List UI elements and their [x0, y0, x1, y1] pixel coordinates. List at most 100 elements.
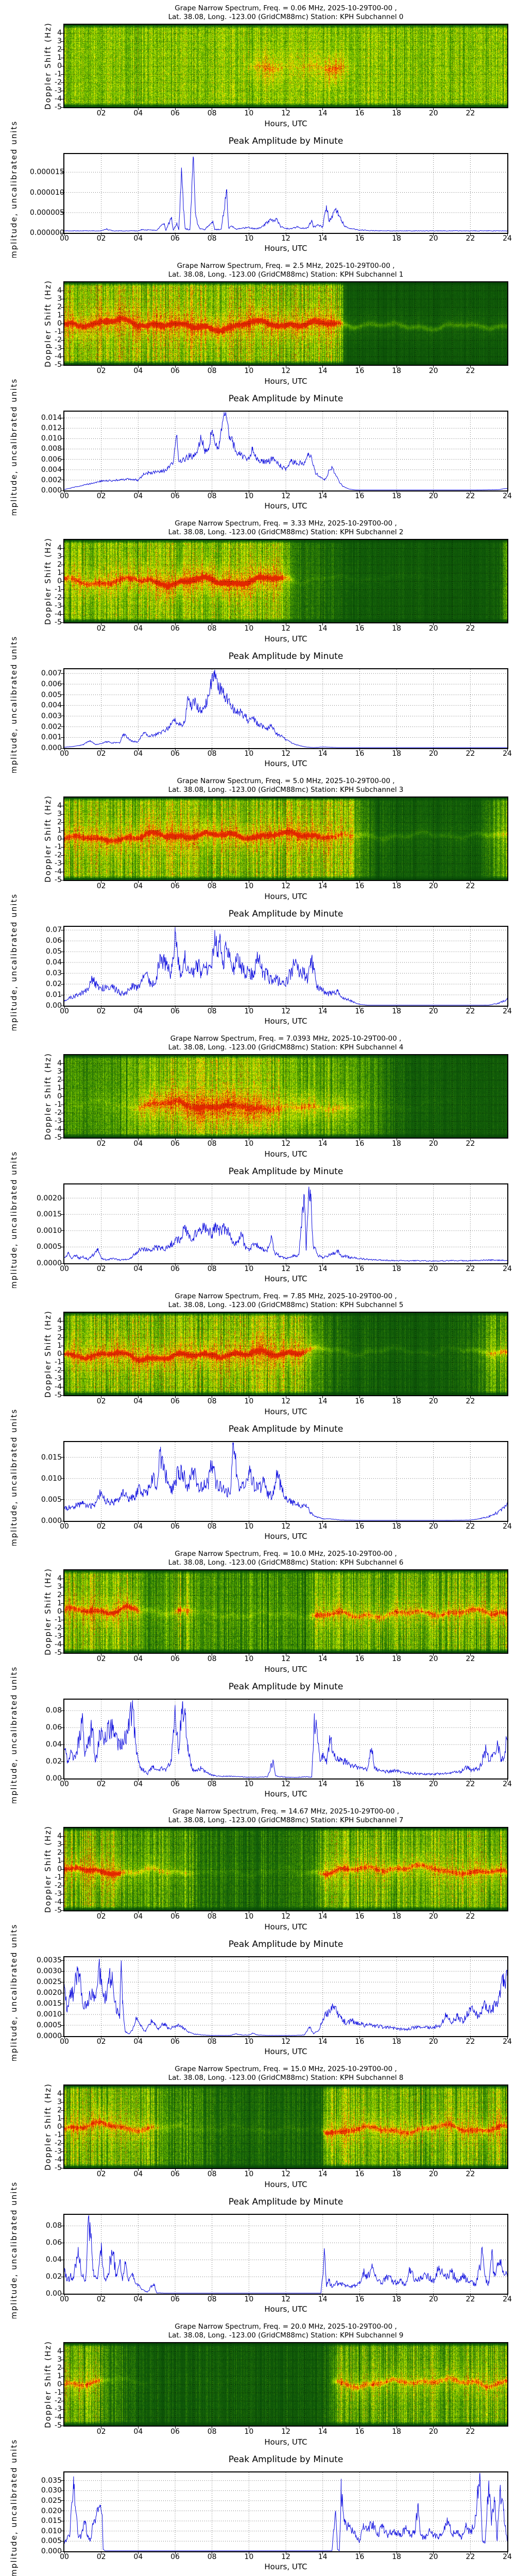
- doppler-tick-label: -4: [55, 610, 62, 618]
- hour-tick-label: 04: [133, 882, 143, 890]
- hour-tick-mark: [138, 233, 139, 236]
- doppler-tick-label: 0: [57, 1350, 62, 1358]
- hour-tick-label: 22: [466, 750, 475, 758]
- hour-tick-mark: [175, 2168, 176, 2171]
- amplitude-tick-label: 0.000: [41, 744, 62, 752]
- doppler-tick-label: -2: [55, 851, 62, 859]
- doppler-tick-mark: [61, 1395, 64, 1396]
- hour-tick-label: 04: [133, 1007, 143, 1015]
- hour-tick-label: 22: [466, 1780, 475, 1788]
- amplitude-y-axis-label: Amplitude, uncalibrated units: [9, 635, 19, 773]
- doppler-tick-mark: [61, 1836, 64, 1837]
- doppler-tick-label: 4: [57, 1059, 62, 1067]
- hour-tick-label: 00: [60, 1265, 69, 1273]
- amplitude-title: Peak Amplitude by Minute: [228, 2454, 344, 2465]
- amplitude-tick-mark: [61, 469, 64, 470]
- hour-tick-mark: [470, 1521, 471, 1524]
- hour-tick-label: 22: [466, 234, 475, 243]
- doppler-tick-label: -1: [55, 585, 62, 594]
- hour-tick-label: 22: [466, 1655, 475, 1663]
- hour-tick-mark: [175, 233, 176, 236]
- doppler-tick-mark: [61, 1628, 64, 1629]
- hour-tick-label: 04: [133, 367, 143, 375]
- doppler-tick-label: -4: [55, 2413, 62, 2421]
- amplitude-tick-mark: [61, 2025, 64, 2026]
- amplitude-title: Peak Amplitude by Minute: [228, 1939, 344, 1950]
- hour-tick-mark: [64, 2036, 65, 2039]
- amplitude-tick-label: 0.000: [41, 2547, 62, 2555]
- hour-tick-label: 16: [355, 234, 365, 243]
- hour-tick-label: 20: [428, 492, 438, 500]
- hour-tick-label: 12: [281, 2428, 290, 2436]
- hour-tick-label: 04: [133, 1780, 143, 1788]
- hour-tick-label: 08: [207, 1522, 217, 1531]
- hour-tick-label: 24: [503, 1265, 512, 1273]
- doppler-tick-mark: [61, 1121, 64, 1122]
- hour-tick-mark: [433, 880, 434, 883]
- hour-tick-mark: [359, 1006, 360, 1009]
- amplitude-tick-label: 0.007: [41, 669, 62, 678]
- doppler-tick-label: -5: [55, 103, 62, 111]
- doppler-tick-label: -5: [55, 1906, 62, 1914]
- hour-tick-label: 12: [281, 2170, 290, 2178]
- hour-tick-label: 14: [318, 750, 328, 758]
- doppler-tick-mark: [61, 1877, 64, 1878]
- hour-tick-mark: [322, 1778, 323, 1782]
- hour-tick-mark: [507, 2036, 508, 2039]
- hour-tick-label: 16: [355, 2428, 365, 2436]
- hour-tick-label: 16: [355, 2170, 365, 2178]
- amplitude-series: [64, 669, 507, 748]
- hour-tick-label: 06: [170, 1140, 180, 1148]
- spectrogram-heatmap: [64, 540, 507, 622]
- hour-tick-mark: [138, 2551, 139, 2554]
- hour-tick-mark: [433, 2426, 434, 2429]
- amplitude-tick-label: 0.04: [45, 1740, 62, 1749]
- hour-tick-mark: [359, 365, 360, 368]
- hour-tick-mark: [64, 1263, 65, 1266]
- doppler-tick-mark: [61, 1595, 64, 1596]
- amplitude-tick-mark: [61, 490, 64, 491]
- amplitude-x-axis-label: Hours, UTC: [264, 2562, 307, 2571]
- amplitude-tick-label: 0.08: [45, 1706, 62, 1715]
- doppler-tick-label: 4: [57, 29, 62, 37]
- hour-tick-label: 02: [96, 2170, 106, 2178]
- hour-tick-mark: [175, 107, 176, 110]
- spectrogram-x-axis-label: Hours, UTC: [264, 119, 307, 128]
- doppler-tick-label: 1: [57, 1857, 62, 1865]
- amplitude-line-chart: [64, 1184, 507, 1263]
- hour-tick-mark: [175, 2036, 176, 2039]
- hour-tick-label: 16: [355, 1912, 365, 1921]
- amplitude-x-axis-label: Hours, UTC: [264, 1532, 307, 1541]
- amplitude-tick-label: 0.003: [41, 711, 62, 720]
- hour-tick-label: 08: [207, 1397, 217, 1405]
- amplitude-tick-label: 0.0010: [37, 2010, 62, 2019]
- doppler-tick-label: -1: [55, 2388, 62, 2397]
- hour-tick-label: 04: [133, 2170, 143, 2178]
- doppler-tick-label: 1: [57, 569, 62, 577]
- hour-tick-mark: [470, 1653, 471, 1656]
- hour-tick-label: 08: [207, 882, 217, 890]
- doppler-tick-label: -5: [55, 876, 62, 884]
- hour-tick-mark: [470, 2551, 471, 2554]
- hour-tick-label: 10: [244, 1140, 254, 1148]
- hour-tick-label: 20: [428, 2553, 438, 2561]
- hour-tick-label: 00: [60, 1780, 69, 1788]
- hour-tick-label: 06: [170, 109, 180, 117]
- doppler-tick-mark: [61, 581, 64, 582]
- amplitude-series: [64, 156, 507, 232]
- hour-tick-mark: [64, 1521, 65, 1524]
- hour-tick-mark: [433, 1138, 434, 1141]
- doppler-tick-label: 4: [57, 286, 62, 295]
- hour-tick-mark: [64, 1006, 65, 1009]
- hour-tick-label: 06: [170, 1780, 180, 1788]
- amplitude-tick-mark: [61, 438, 64, 439]
- hour-tick-mark: [138, 107, 139, 110]
- spectrogram-title-line2: Lat. 38.08, Long. -123.00 (GridCM88mc) S…: [168, 1816, 404, 1824]
- doppler-tick-mark: [61, 2351, 64, 2352]
- doppler-tick-label: -1: [55, 1100, 62, 1109]
- amplitude-tick-label: 0.0035: [37, 1956, 62, 1965]
- doppler-tick-label: 1: [57, 2114, 62, 2123]
- hour-tick-mark: [322, 2168, 323, 2171]
- doppler-tick-mark: [61, 2143, 64, 2144]
- hour-tick-mark: [470, 107, 471, 110]
